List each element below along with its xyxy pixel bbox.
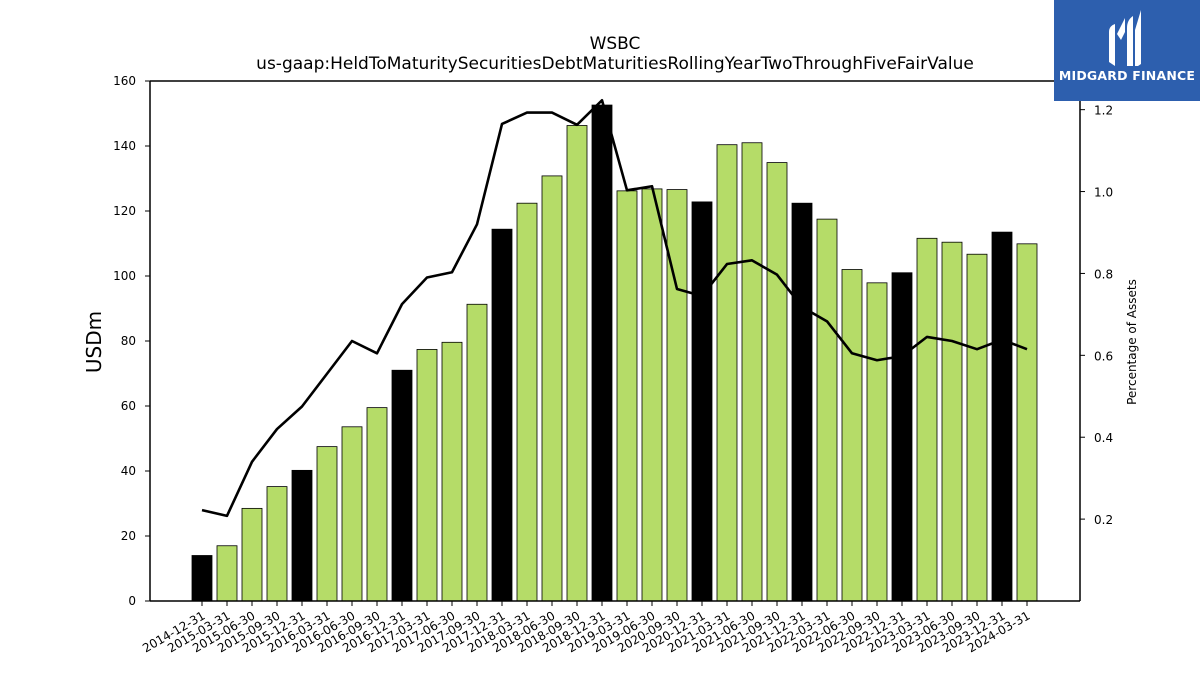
bars-group [191, 104, 1038, 602]
y-tick-label: 160 [113, 74, 136, 88]
percentage-of-assets-line [201, 98, 1028, 518]
y-tick-label: 100 [113, 269, 136, 283]
y-tick-label: 40 [121, 464, 136, 478]
bar-2016-12-31 [391, 369, 413, 602]
bar-2016-03-31 [316, 446, 338, 602]
bar-2017-06-30 [441, 341, 463, 602]
bar-2014-12-31 [191, 555, 213, 602]
bar-2022-03-31 [816, 218, 838, 602]
bar-2015-12-31 [291, 469, 313, 602]
bar-2022-09-30 [866, 282, 888, 602]
midgard-finance-logo: MIDGARD FINANCE [1054, 0, 1200, 101]
y-tick-label: 60 [121, 399, 136, 413]
axes-group: 0204060801001201401600.20.40.60.81.01.22… [113, 74, 1113, 655]
bar-2022-12-31 [891, 272, 913, 602]
bar-2018-09-30 [566, 125, 588, 602]
chart-title: WSBC [590, 34, 641, 54]
y-tick-label: 20 [121, 529, 136, 543]
bar-2018-06-30 [541, 175, 563, 602]
bar-2016-09-30 [366, 407, 388, 602]
bar-2021-03-31 [716, 144, 738, 602]
bar-2021-06-30 [741, 142, 763, 602]
bar-2020-12-31 [691, 201, 713, 602]
y-tick-label: 120 [113, 204, 136, 218]
bar-2017-12-31 [491, 228, 513, 602]
bar-2021-12-31 [791, 202, 813, 602]
bar-2022-06-30 [841, 269, 863, 602]
y-tick-label: 80 [121, 334, 136, 348]
y-tick-label: 0 [128, 594, 136, 608]
bar-2019-06-30 [641, 188, 663, 602]
bar-2015-03-31 [216, 545, 238, 602]
y2-tick-label: 0.4 [1094, 431, 1113, 445]
bar-2017-09-30 [466, 303, 488, 602]
bar-2021-09-30 [766, 162, 788, 602]
bar-2023-12-31 [991, 231, 1013, 602]
y2-tick-label: 0.6 [1094, 349, 1113, 363]
bar-2018-03-31 [516, 202, 538, 602]
y-tick-label: 140 [113, 139, 136, 153]
bar-2019-03-31 [616, 190, 638, 602]
bar-2015-09-30 [266, 486, 288, 602]
bar-2024-03-31 [1016, 243, 1038, 602]
bar-2020-09-30 [666, 189, 688, 602]
y-axis-label: USDm [82, 311, 106, 373]
y2-tick-label: 0.8 [1094, 267, 1113, 281]
bar-2016-06-30 [341, 426, 363, 602]
line-group [201, 98, 1028, 518]
bar-2023-09-30 [966, 253, 988, 602]
bar-2017-03-31 [416, 349, 438, 602]
bar-2023-06-30 [941, 241, 963, 602]
y2-axis-label: Percentage of Assets [1125, 279, 1139, 405]
bar-2023-03-31 [916, 237, 938, 602]
chart-subtitle: us-gaap:HeldToMaturitySecuritiesDebtMatu… [256, 54, 974, 74]
y2-tick-label: 1.0 [1094, 186, 1113, 200]
y2-tick-label: 0.2 [1094, 513, 1113, 527]
y2-tick-label: 1.2 [1094, 104, 1113, 118]
logo-text: MIDGARD FINANCE [1058, 68, 1196, 83]
midgard-logo-icon [1109, 10, 1141, 66]
bar-2018-12-31 [591, 104, 613, 602]
bar-2015-06-30 [241, 507, 263, 602]
